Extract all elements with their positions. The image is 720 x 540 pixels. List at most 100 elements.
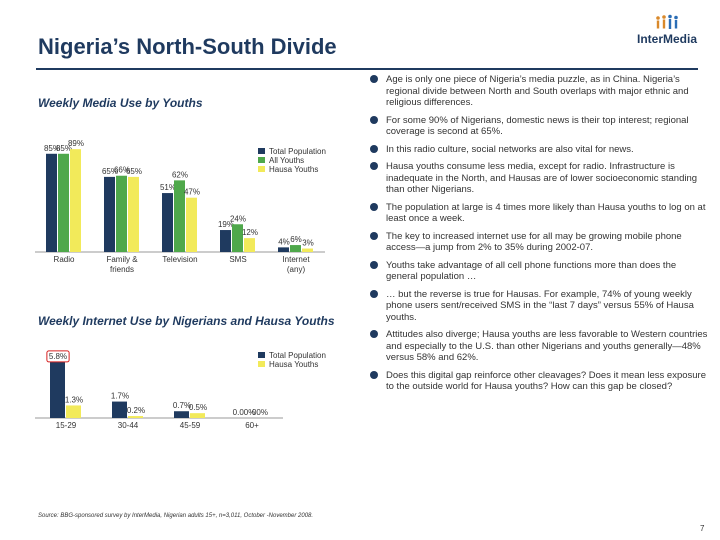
bar bbox=[302, 248, 313, 252]
data-label: 89% bbox=[68, 139, 84, 148]
legend-swatch bbox=[258, 148, 265, 154]
bar bbox=[186, 197, 197, 252]
data-label: 3% bbox=[302, 239, 314, 248]
data-label: 4% bbox=[278, 237, 290, 246]
x-tick-label: Radio bbox=[54, 255, 75, 264]
legend-swatch bbox=[258, 157, 265, 163]
data-label: 0.00% bbox=[233, 408, 256, 417]
x-tick-label: 15-29 bbox=[56, 421, 77, 430]
bullet-item: For some 90% of Nigerians, domestic news… bbox=[370, 115, 710, 138]
x-tick-label: 30-44 bbox=[118, 421, 139, 430]
internet-use-chart: 5.8% 1.3% 15-29 1.7% 0.2% 30-44 0.7%0.5% 45-59 0… bbox=[35, 350, 326, 430]
bar bbox=[232, 224, 243, 252]
bar bbox=[112, 401, 127, 418]
data-label: 5.8% bbox=[49, 352, 67, 361]
data-label: 0.2% bbox=[127, 406, 145, 415]
legend-label: Hausa Youths bbox=[269, 165, 318, 174]
bar bbox=[290, 245, 301, 252]
bullet-dot-icon bbox=[370, 144, 378, 153]
bar bbox=[244, 238, 255, 252]
bullet-dot-icon bbox=[370, 260, 378, 269]
data-label: 0.5% bbox=[189, 403, 207, 412]
x-tick-label: Family & bbox=[106, 255, 138, 264]
bullet-text: Youths take advantage of all cell phone … bbox=[386, 259, 677, 283]
bullet-text: Hausa youths consume less media, except … bbox=[386, 161, 698, 195]
bullet-dot-icon bbox=[370, 289, 378, 298]
bullet-text: … but the reverse is true for Hausas. Fo… bbox=[386, 288, 694, 323]
bullet-text: Attitudes also diverge; Hausa youths are… bbox=[386, 329, 708, 363]
highlight-box bbox=[46, 350, 70, 363]
bar bbox=[190, 413, 205, 418]
bullet-dot-icon bbox=[370, 75, 378, 83]
bullet-item: Does this digital gap reinforce other cl… bbox=[370, 370, 710, 393]
legend-swatch bbox=[258, 166, 265, 172]
bar bbox=[278, 247, 289, 252]
bullet-item: The population at large is 4 times more … bbox=[370, 202, 710, 225]
internet-use-chart-title: Weekly Internet Use by Nigerians and Hau… bbox=[38, 314, 335, 328]
legend-swatch bbox=[258, 352, 265, 358]
bullet-item: Youths take advantage of all cell phone … bbox=[370, 260, 710, 283]
x-tick-label: friends bbox=[110, 265, 134, 274]
legend-label: All Youths bbox=[269, 156, 304, 165]
media-use-chart-title: Weekly Media Use by Youths bbox=[38, 96, 203, 110]
bullet-text: Age is only one piece of Nigeria’s media… bbox=[386, 74, 689, 108]
slide-title: Nigeria’s North-South Divide bbox=[38, 34, 337, 59]
data-label: 85% bbox=[56, 144, 72, 153]
bullet-text: The population at large is 4 times more … bbox=[386, 201, 706, 225]
bar bbox=[116, 175, 127, 252]
x-tick-label: (any) bbox=[287, 265, 306, 274]
data-label: 24% bbox=[230, 214, 246, 223]
bar bbox=[128, 416, 143, 418]
bullet-text: The key to increased internet use for al… bbox=[386, 230, 682, 254]
logo-text: InterMedia bbox=[636, 32, 697, 46]
data-label: 12% bbox=[242, 228, 258, 237]
bar bbox=[128, 176, 139, 252]
source-note: Source: BBG-sponsored survey by InterMed… bbox=[38, 513, 314, 519]
data-label: 66% bbox=[114, 166, 130, 175]
bullet-text: For some 90% of Nigerians, domestic news… bbox=[386, 114, 689, 138]
bar bbox=[174, 411, 189, 418]
page-number: 7 bbox=[700, 524, 705, 533]
bullet-item: Attitudes also diverge; Hausa youths are… bbox=[370, 329, 710, 364]
x-tick-label: Internet bbox=[282, 255, 310, 264]
bullet-dot-icon bbox=[370, 231, 378, 240]
bar bbox=[162, 193, 173, 252]
data-label: 1.3% bbox=[65, 395, 83, 404]
legend-label: Total Population bbox=[269, 147, 326, 156]
x-tick-label: 60+ bbox=[245, 421, 259, 430]
bullet-item: Age is only one piece of Nigeria’s media… bbox=[370, 74, 710, 109]
bullet-item: In this radio culture, social networks a… bbox=[370, 144, 710, 156]
data-label: 47% bbox=[184, 188, 200, 197]
bar bbox=[46, 153, 57, 252]
data-label: 51% bbox=[160, 183, 176, 192]
bullet-item: Hausa youths consume less media, except … bbox=[370, 161, 710, 196]
title-rule bbox=[36, 68, 698, 70]
data-label: 19% bbox=[218, 220, 234, 229]
bar bbox=[70, 149, 81, 252]
bar bbox=[220, 230, 231, 252]
bullet-list: Age is only one piece of Nigeria’s media… bbox=[370, 74, 710, 399]
legend-swatch bbox=[258, 361, 265, 367]
bullet-item: … but the reverse is true for Hausas. Fo… bbox=[370, 289, 710, 324]
bullet-dot-icon bbox=[370, 370, 378, 379]
bullet-dot-icon bbox=[370, 330, 378, 338]
bar bbox=[174, 180, 185, 252]
data-label: 00% bbox=[252, 408, 268, 417]
intermedia-logo: InterMedia bbox=[636, 14, 698, 48]
bullet-dot-icon bbox=[370, 202, 378, 211]
bullet-text: Does this digital gap reinforce other cl… bbox=[386, 369, 707, 393]
bullet-dot-icon bbox=[370, 115, 378, 124]
bar bbox=[58, 153, 69, 252]
data-label: 85% bbox=[44, 144, 60, 153]
data-label: 6% bbox=[290, 235, 302, 244]
bullet-item: The key to increased internet use for al… bbox=[370, 231, 710, 254]
legend-label: Hausa Youths bbox=[269, 360, 318, 369]
data-label: 65% bbox=[102, 167, 118, 176]
bullet-text: In this radio culture, social networks a… bbox=[386, 143, 634, 155]
x-tick-label: SMS bbox=[229, 255, 246, 264]
bullet-dot-icon bbox=[370, 162, 378, 170]
bar bbox=[50, 361, 65, 418]
x-tick-label: 45-59 bbox=[180, 421, 201, 430]
legend-label: Total Population bbox=[269, 351, 326, 360]
